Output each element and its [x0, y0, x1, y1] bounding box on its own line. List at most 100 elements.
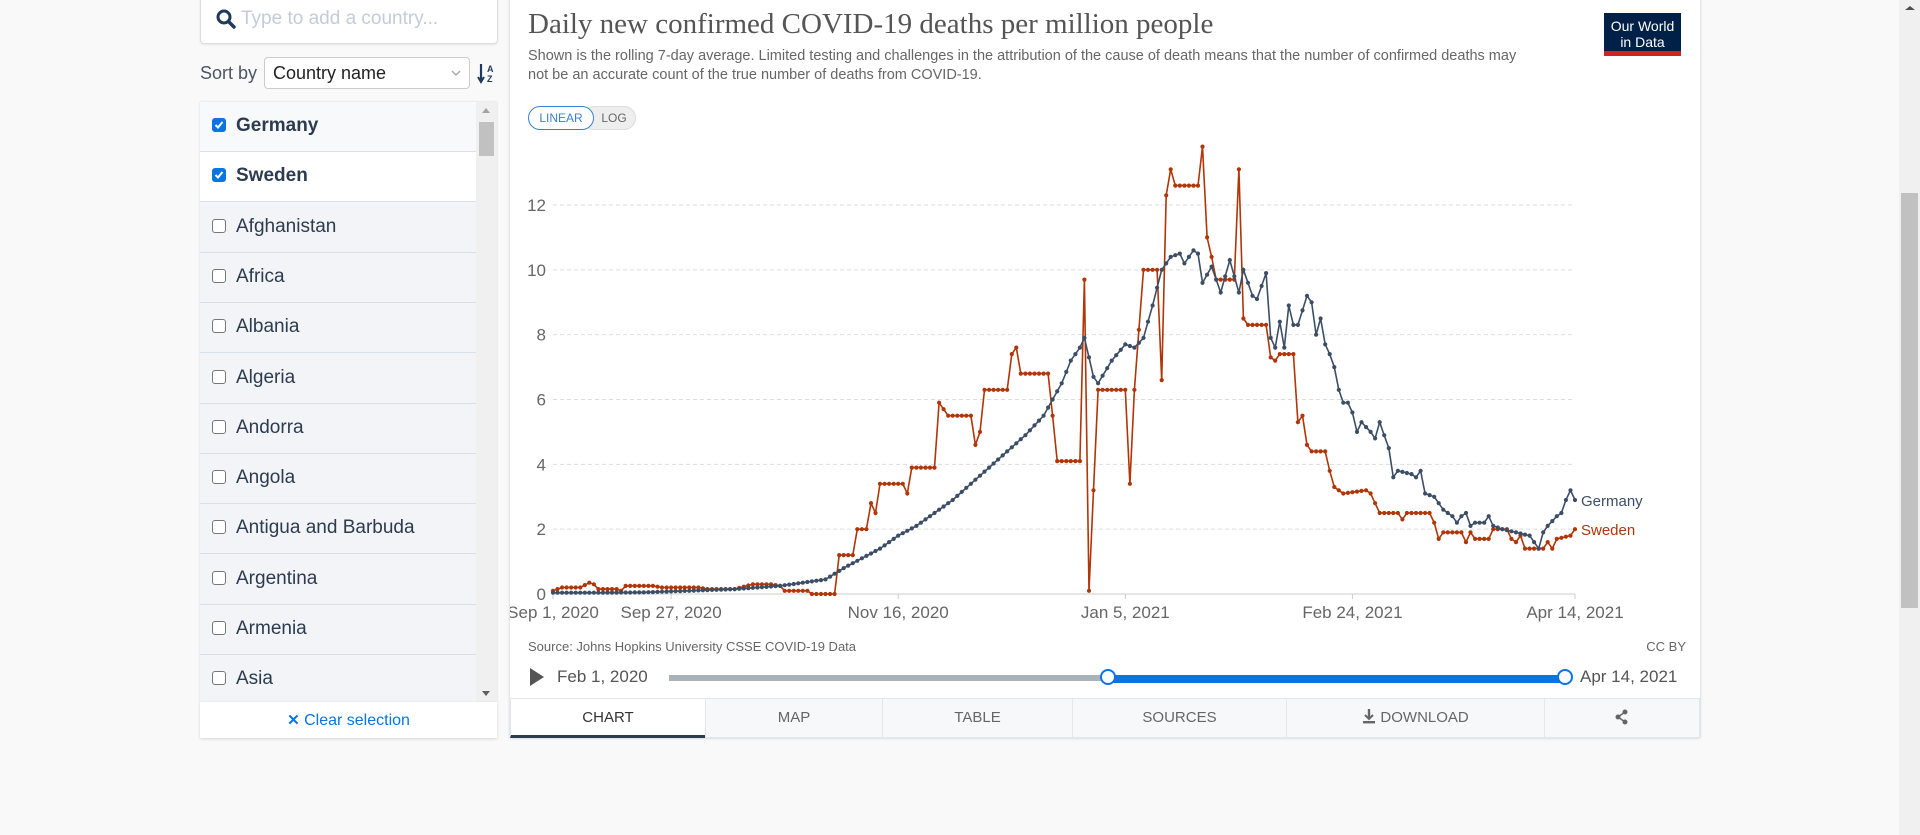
data-point-sweden — [1227, 277, 1232, 282]
data-point-germany — [1364, 425, 1369, 430]
country-list-item[interactable]: Angola — [200, 454, 476, 505]
country-list-item[interactable]: Antigua and Barbuda — [200, 504, 476, 555]
data-point-germany — [1491, 523, 1496, 529]
page-scrollbar[interactable] — [1899, 0, 1920, 835]
data-point-germany — [1236, 290, 1241, 295]
country-list-item[interactable]: Argentina — [200, 555, 476, 605]
data-point-germany — [1250, 293, 1255, 298]
data-point-sweden — [1277, 352, 1282, 357]
page-scroll-up-icon[interactable] — [1905, 6, 1915, 10]
country-search-input[interactable] — [239, 7, 493, 31]
data-point-germany — [1118, 347, 1123, 352]
data-point-sweden — [1050, 413, 1055, 418]
data-point-sweden — [873, 510, 878, 516]
data-point-sweden — [1454, 530, 1459, 535]
data-point-germany — [700, 588, 705, 593]
data-point-germany — [628, 590, 633, 595]
data-point-germany — [1200, 280, 1205, 285]
data-point-germany — [1059, 381, 1064, 386]
data-point-germany — [987, 465, 992, 470]
tab-share[interactable] — [1544, 698, 1700, 738]
checkbox[interactable] — [212, 369, 226, 384]
sort-select[interactable]: Country name — [264, 57, 470, 89]
data-point-sweden — [891, 481, 896, 486]
list-scrollbar-thumb[interactable] — [479, 122, 494, 156]
country-list-item[interactable]: Algeria — [200, 354, 476, 404]
country-search-box[interactable] — [200, 0, 498, 44]
checkbox[interactable] — [212, 621, 226, 635]
search-icon — [216, 9, 236, 29]
country-list-item[interactable]: Andorra — [200, 404, 476, 454]
tab-table[interactable]: TABLE — [882, 698, 1073, 738]
sort-az-icon[interactable]: A Z — [477, 61, 497, 85]
country-name: Andorra — [236, 416, 304, 438]
checkbox[interactable] — [212, 218, 226, 233]
data-point-sweden — [1327, 468, 1332, 473]
checkbox[interactable] — [212, 319, 226, 334]
data-point-sweden — [632, 583, 637, 589]
checkbox[interactable] — [212, 520, 226, 535]
data-point-sweden — [832, 591, 837, 597]
country-name: Algeria — [236, 366, 296, 388]
linear-scale-button[interactable]: LINEAR — [528, 106, 594, 130]
scroll-down-arrow-icon[interactable] — [482, 691, 490, 696]
data-point-germany — [582, 590, 587, 595]
data-point-germany — [1282, 345, 1287, 350]
data-point-germany — [846, 563, 851, 568]
country-list-item[interactable]: Germany — [200, 102, 476, 152]
data-point-sweden — [1164, 193, 1169, 198]
data-point-germany — [1096, 381, 1101, 386]
data-point-germany — [1300, 308, 1305, 313]
checkbox[interactable] — [212, 570, 226, 585]
y-tick-label: 0 — [537, 585, 546, 604]
country-name: Argentina — [236, 567, 318, 589]
country-list-item[interactable]: Asia — [200, 655, 476, 702]
data-point-germany — [1036, 418, 1042, 423]
tab-sources[interactable]: SOURCES — [1072, 698, 1287, 738]
data-point-germany — [705, 588, 710, 593]
checkbox-checked[interactable] — [212, 168, 226, 183]
checkbox[interactable] — [212, 671, 226, 686]
tab-map-label: MAP — [777, 709, 811, 726]
data-point-sweden — [1114, 387, 1119, 392]
data-point-sweden — [918, 465, 923, 470]
data-point-germany — [1418, 468, 1423, 473]
checkbox[interactable] — [212, 419, 226, 434]
data-point-sweden — [1482, 536, 1487, 542]
checkbox-checked[interactable] — [212, 118, 226, 132]
country-list-item[interactable]: Albania — [200, 303, 476, 354]
country-list-item[interactable]: Sweden — [200, 152, 476, 203]
country-list-item[interactable]: Africa — [200, 253, 476, 303]
owid-logo[interactable]: Our World in Data — [1604, 13, 1681, 56]
tab-chart[interactable]: CHART — [510, 698, 706, 738]
country-name: Germany — [236, 115, 319, 136]
tab-download[interactable]: DOWNLOAD — [1286, 698, 1545, 738]
play-icon[interactable] — [530, 668, 544, 686]
x-tick-label: Nov 16, 2020 — [848, 603, 949, 622]
data-point-germany — [691, 588, 696, 593]
data-point-germany — [1468, 523, 1473, 529]
country-list-item[interactable]: Afghanistan — [200, 203, 476, 253]
country-list-item[interactable]: Armenia — [200, 605, 476, 655]
data-point-sweden — [1477, 536, 1482, 542]
tab-map[interactable]: MAP — [705, 698, 883, 738]
list-scrollbar[interactable] — [476, 102, 497, 702]
license-link[interactable]: CC BY — [1646, 639, 1686, 654]
timeline-end-handle[interactable] — [1557, 669, 1573, 685]
y-tick-label: 6 — [537, 391, 546, 410]
data-point-germany — [837, 568, 842, 574]
data-point-sweden — [868, 501, 874, 506]
checkbox[interactable] — [212, 470, 226, 485]
data-point-sweden — [591, 582, 596, 587]
source-note[interactable]: Source: Johns Hopkins University CSSE CO… — [528, 639, 857, 654]
data-point-germany — [641, 590, 646, 595]
scroll-up-arrow-icon[interactable] — [482, 108, 490, 113]
checkbox[interactable] — [212, 268, 226, 283]
timeline-start-handle[interactable] — [1100, 669, 1117, 685]
clear-selection-button[interactable]: ✕ Clear selection — [200, 702, 497, 738]
country-name: Antigua and Barbuda — [236, 517, 415, 539]
page-scrollbar-thumb[interactable] — [1901, 193, 1918, 608]
data-point-germany — [1409, 472, 1414, 477]
data-point-sweden — [1304, 442, 1310, 447]
data-point-germany — [1164, 261, 1169, 266]
